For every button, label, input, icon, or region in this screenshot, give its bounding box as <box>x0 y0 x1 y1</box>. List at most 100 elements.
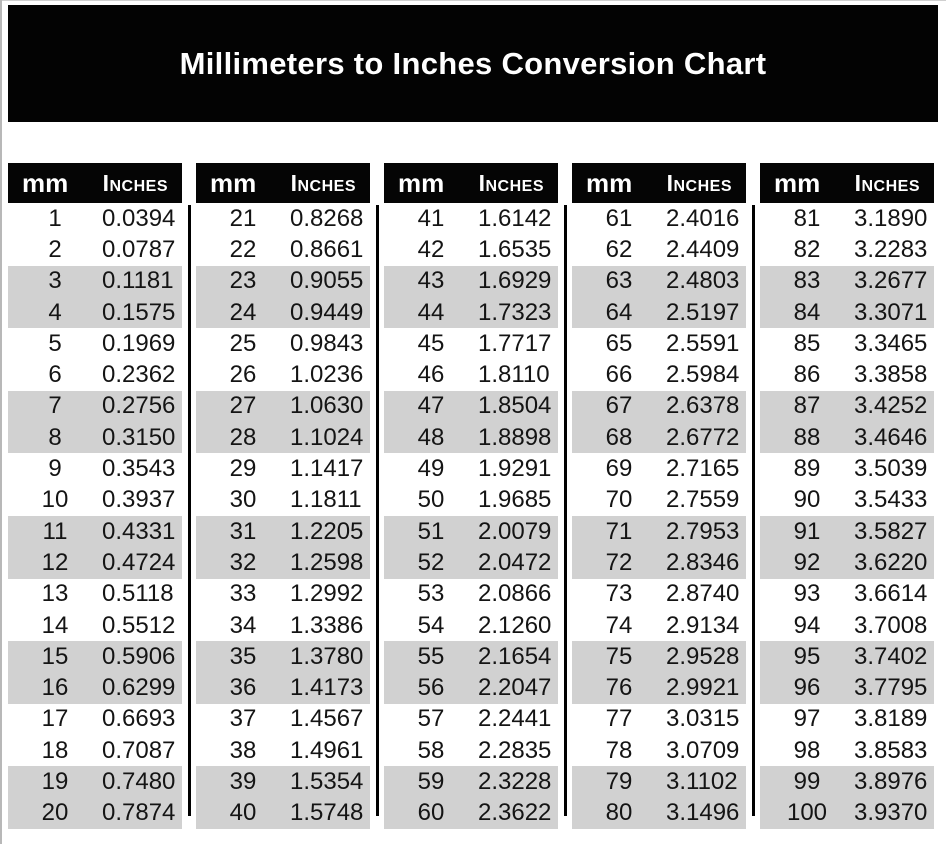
table-row: 26 1.0236 <box>196 359 370 390</box>
mm-cell: 89 <box>793 455 821 483</box>
inches-cell: 2.6378 <box>666 392 740 420</box>
inches-cell: 0.8661 <box>290 235 364 263</box>
table-row: 46 1.8110 <box>384 359 558 390</box>
table-row: 38 1.4961 <box>196 735 370 766</box>
table-row: 4 0.1575 <box>8 296 182 329</box>
table-column-group: mm Inches 41 1.6142 42 1.6535 43 1.6929 44 1.73… <box>384 163 558 829</box>
table-row: 6 0.2362 <box>8 359 182 390</box>
table-rows: 41 1.6142 42 1.6535 43 1.6929 44 1.7323 45 1.7717… <box>384 203 558 829</box>
inches-cell: 2.7953 <box>666 517 740 545</box>
inches-cell: 0.6693 <box>102 705 176 733</box>
inches-cell: 2.1260 <box>478 611 552 639</box>
table-row: 18 0.7087 <box>8 735 182 766</box>
table-row: 83 3.2677 <box>760 265 934 297</box>
mm-column-header: mm <box>210 168 257 198</box>
table-row: 8 0.3150 <box>8 422 182 454</box>
inches-cell: 3.8583 <box>854 736 928 764</box>
inches-cell: 0.3150 <box>102 423 176 451</box>
table-row: 88 3.4646 <box>760 422 934 454</box>
inches-cell: 3.5039 <box>854 455 928 483</box>
table-row: 95 3.7402 <box>760 641 934 673</box>
inches-cell: 1.1417 <box>290 455 364 483</box>
inches-cell: 0.1969 <box>102 329 176 357</box>
table-row: 68 2.6772 <box>572 422 746 454</box>
column-divider <box>187 205 191 816</box>
inches-cell: 0.7087 <box>102 736 176 764</box>
inches-column-header: Inches <box>854 169 920 196</box>
inches-cell: 2.0079 <box>478 517 552 545</box>
mm-cell: 90 <box>793 486 821 514</box>
table-row: 12 0.4724 <box>8 547 182 579</box>
mm-cell: 64 <box>605 298 633 326</box>
table-row: 48 1.8898 <box>384 422 558 454</box>
table-row: 64 2.5197 <box>572 296 746 329</box>
mm-cell: 6 <box>48 361 62 389</box>
table-row: 75 2.9528 <box>572 641 746 673</box>
mm-cell: 88 <box>793 423 821 451</box>
table-row: 76 2.9921 <box>572 672 746 704</box>
mm-cell: 40 <box>229 799 257 827</box>
table-rows: 81 3.1890 82 3.2283 83 3.2677 84 3.3071 85 3.3465… <box>760 203 934 829</box>
mm-cell: 94 <box>793 611 821 639</box>
inches-cell: 0.7480 <box>102 767 176 795</box>
table-row: 42 1.6535 <box>384 234 558 265</box>
table-row: 79 3.1102 <box>572 766 746 798</box>
table-row: 16 0.6299 <box>8 672 182 704</box>
table-row: 82 3.2283 <box>760 234 934 265</box>
inches-column-header: Inches <box>478 169 544 196</box>
mm-cell: 93 <box>793 580 821 608</box>
table-row: 58 2.2835 <box>384 735 558 766</box>
table-column-group: mm Inches 21 0.8268 22 0.8661 23 0.9055 24 0.94… <box>196 163 370 829</box>
mm-cell: 10 <box>41 486 69 514</box>
inches-cell: 1.9291 <box>478 455 552 483</box>
mm-cell: 47 <box>417 392 445 420</box>
table-row: 19 0.7480 <box>8 766 182 798</box>
inches-cell: 1.1811 <box>290 486 362 514</box>
mm-cell: 61 <box>605 204 633 232</box>
table-row: 23 0.9055 <box>196 265 370 297</box>
mm-cell: 27 <box>229 392 257 420</box>
table-row: 69 2.7165 <box>572 453 746 484</box>
inches-cell: 1.8504 <box>478 392 552 420</box>
mm-cell: 14 <box>41 611 69 639</box>
inches-cell: 3.0709 <box>666 736 740 764</box>
inches-cell: 2.8740 <box>666 580 740 608</box>
mm-cell: 66 <box>605 361 633 389</box>
mm-cell: 99 <box>793 767 821 795</box>
mm-cell: 69 <box>605 455 633 483</box>
inches-cell: 3.9370 <box>854 799 928 827</box>
table-row: 35 1.3780 <box>196 641 370 673</box>
table-header: mm Inches <box>760 163 934 203</box>
mm-column-header: mm <box>586 168 633 198</box>
table-row: 49 1.9291 <box>384 453 558 484</box>
conversion-table: mm Inches 1 0.0394 2 0.0787 3 0.1181 4 0.1575 5 0… <box>8 163 936 829</box>
mm-cell: 95 <box>793 642 821 670</box>
table-row: 21 0.8268 <box>196 203 370 234</box>
inches-cell: 2.3622 <box>478 799 552 827</box>
table-row: 93 3.6614 <box>760 579 934 610</box>
column-gap <box>370 163 384 829</box>
inches-cell: 3.8976 <box>854 767 928 795</box>
inches-cell: 3.4252 <box>854 392 928 420</box>
mm-cell: 75 <box>605 642 633 670</box>
mm-cell: 44 <box>417 298 445 326</box>
table-header: mm Inches <box>8 163 182 203</box>
table-row: 36 1.4173 <box>196 672 370 704</box>
mm-cell: 34 <box>229 611 257 639</box>
inches-cell: 1.7323 <box>478 298 552 326</box>
mm-cell: 15 <box>41 642 69 670</box>
inches-cell: 0.0394 <box>102 204 176 232</box>
column-gap <box>558 163 572 829</box>
inches-cell: 3.5433 <box>854 486 928 514</box>
table-row: 71 2.7953 <box>572 515 746 548</box>
mm-cell: 12 <box>41 548 69 576</box>
table-row: 33 1.2992 <box>196 579 370 610</box>
inches-cell: 2.1654 <box>478 642 552 670</box>
inches-cell: 2.4803 <box>666 267 740 295</box>
table-row: 37 1.4567 <box>196 704 370 735</box>
inches-cell: 1.0236 <box>290 361 364 389</box>
mm-cell: 16 <box>41 674 69 702</box>
table-row: 31 1.2205 <box>196 515 370 548</box>
mm-cell: 63 <box>605 267 633 295</box>
